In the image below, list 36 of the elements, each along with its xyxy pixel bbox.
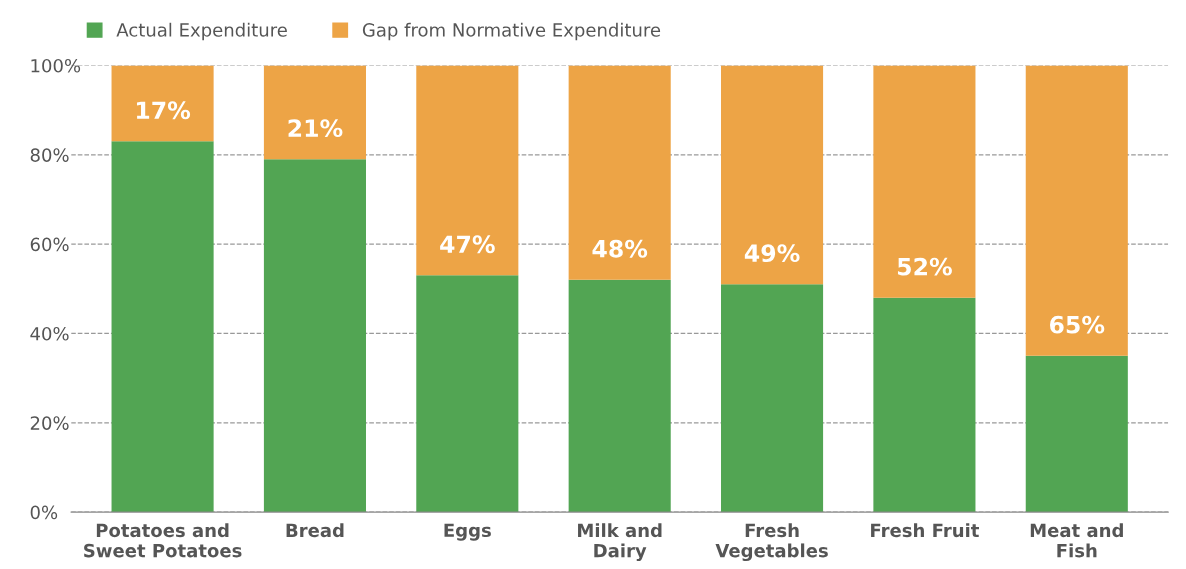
- x-tick-label: Meat and Fish: [1030, 523, 1123, 558]
- bar: [416, 65, 519, 276]
- y-tick-label: 40%: [30, 326, 69, 341]
- x-tick-label: Bread: [286, 523, 344, 538]
- x-tick-label: Potatoes and Sweet Potatoes: [84, 523, 242, 558]
- bar: [111, 141, 214, 513]
- data-label: 52%: [897, 257, 952, 276]
- bar: [1025, 65, 1128, 356]
- bar: [721, 65, 824, 285]
- y-tick-label: 20%: [30, 416, 69, 430]
- data-label: 47%: [440, 235, 495, 254]
- legend-label: Gap from Normative Expenditure: [362, 22, 661, 41]
- bar: [263, 159, 366, 513]
- y-tick-label: 0%: [30, 505, 58, 520]
- bar: [721, 284, 824, 513]
- bar: [568, 65, 671, 280]
- data-label: 49%: [744, 244, 800, 263]
- y-tick-label: 80%: [30, 148, 69, 162]
- bar: [873, 65, 976, 298]
- x-tick-label: Eggs: [444, 523, 491, 541]
- bar: [568, 279, 671, 513]
- data-label: 65%: [1050, 315, 1105, 334]
- y-tick-label: 100%: [31, 58, 81, 73]
- y-tick-label: 60%: [30, 237, 69, 252]
- x-tick-label: Fresh Vegetables: [715, 523, 828, 562]
- x-tick-label: Fresh Fruit: [871, 523, 979, 538]
- data-label: 17%: [136, 101, 191, 120]
- data-label: 48%: [592, 239, 648, 258]
- x-tick-label: Milk and Dairy: [578, 523, 662, 562]
- bar: [873, 297, 976, 513]
- bar: [1025, 355, 1128, 513]
- bar: [111, 65, 214, 142]
- bar: [416, 275, 519, 513]
- legend-label: Actual Expenditure: [116, 22, 287, 41]
- data-label: 21%: [288, 119, 343, 138]
- bar: [263, 65, 366, 160]
